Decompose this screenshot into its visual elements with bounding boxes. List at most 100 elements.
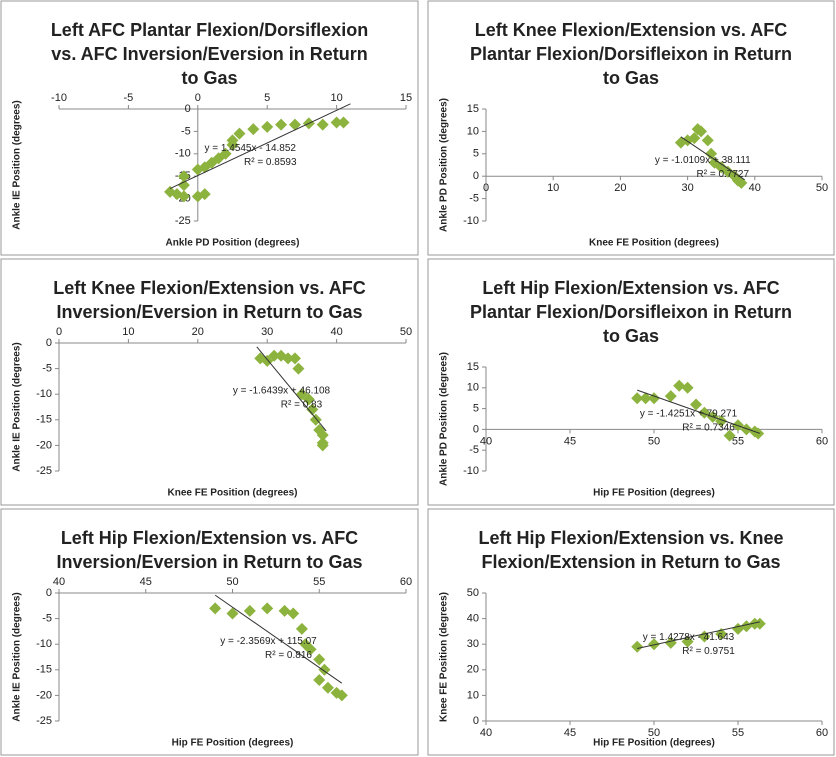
y-tick-label: -10 [463,215,479,227]
y-tick-label: -10 [36,388,52,400]
x-tick-label: 50 [648,727,660,739]
trendline [637,389,761,434]
y-tick-label: -10 [463,465,479,477]
x-tick-label: 20 [192,326,204,338]
y-tick-label: -25 [36,465,52,477]
data-point [648,638,660,651]
x-axis-title: Ankle PD Position (degrees) [166,238,300,249]
chart-title: Left Hip Flexion/Extension vs. AFC [61,528,358,548]
trendline [637,621,760,649]
x-tick-label: 60 [816,727,828,739]
trendline-r-squared: R² = 0.9751 [682,646,735,657]
data-point [295,622,308,635]
data-point [695,125,708,138]
x-tick-label: 50 [400,326,412,338]
x-tick-label: 10 [330,92,342,104]
data-point [261,602,274,615]
y-tick-label: 50 [467,587,479,599]
data-point [177,179,190,192]
y-tick-label: 40 [467,613,479,625]
x-tick-label: 45 [564,727,576,739]
x-tick-label: 0 [195,92,201,104]
y-tick-label: 10 [467,382,479,394]
data-point [261,354,274,367]
data-point [177,170,190,183]
panel [0,258,419,506]
x-tick-label: 40 [53,576,65,588]
x-tick-label: 55 [732,435,744,447]
y-tick-label: 30 [467,638,479,650]
y-tick-label: 0 [46,587,52,599]
data-point [287,607,300,620]
data-point [282,352,295,365]
y-tick-label: 10 [467,689,479,701]
x-tick-label: 45 [564,435,576,447]
trendline-equation: y = -1.6439x + 46.108 [233,386,331,397]
panel [0,508,419,756]
y-tick-label: 20 [467,664,479,676]
y-axis-title: Ankle PD Position (degrees) [439,352,450,486]
trendline [680,136,745,181]
data-point [304,643,317,656]
y-tick-label: -15 [36,664,52,676]
data-point [701,134,714,147]
y-tick-label: 0 [46,337,52,349]
data-point [313,653,326,666]
x-tick-label: 55 [732,727,744,739]
data-point [330,116,343,129]
y-tick-label: 15 [467,103,479,115]
y-tick-label: 15 [467,361,479,373]
x-tick-label: 40 [749,182,761,194]
y-tick-label: 0 [473,423,479,435]
y-tick-label: -20 [36,439,52,451]
data-point [688,132,701,145]
y-axis-title: Ankle IE Position (degrees) [12,592,23,721]
y-tick-label: 0 [185,103,191,115]
chart-title: Inversion/Eversion in Return to Gas [56,302,362,322]
x-tick-label: 30 [261,326,273,338]
x-tick-label: -5 [124,92,134,104]
x-axis-title: Hip FE Position (degrees) [172,738,294,749]
chart-title: Plantar Flexion/Dorsifleixon in Return [470,44,792,64]
data-point [226,607,239,620]
data-point [316,439,329,452]
y-tick-label: -5 [469,444,479,456]
y-tick-label: 0 [473,170,479,182]
x-tick-label: 5 [264,92,270,104]
data-point [198,188,211,201]
data-point [177,190,190,203]
data-point [288,352,301,365]
data-point [648,392,660,405]
chart-title: Flexion/Extension in Return to Gas [481,552,780,572]
x-tick-label: 0 [56,326,62,338]
x-axis-title: Hip FE Position (degrees) [593,738,715,749]
data-point [233,127,246,140]
y-tick-label: -5 [469,193,479,205]
chart-title: Left Hip Flexion/Extension vs. Knee [478,528,783,548]
data-point [309,413,322,426]
data-point [740,423,753,436]
y-tick-label: 5 [473,403,479,415]
trendline-equation: y = -1.0109x + 38.111 [655,155,751,166]
y-tick-label: -10 [175,148,191,160]
chart-title: Inversion/Eversion in Return to Gas [56,552,362,572]
panel [427,0,835,256]
data-point [268,349,281,362]
data-point [316,118,329,131]
chart-title: Left Hip Flexion/Extension vs. AFC [482,278,779,298]
y-tick-label: -5 [42,363,52,375]
data-point [639,392,652,405]
trendline [214,594,343,684]
x-tick-label: 45 [140,576,152,588]
data-point [723,429,736,442]
chart-title: to Gas [603,326,659,346]
data-point [681,381,694,394]
chart-title: vs. AFC Inversion/Eversion in Return [51,44,367,64]
chart-title: to Gas [603,68,659,88]
y-axis-title: Knee FE Position (degrees) [439,592,450,722]
data-point [316,429,329,442]
data-point [335,689,348,702]
trendline [256,346,327,432]
data-point [690,398,702,411]
